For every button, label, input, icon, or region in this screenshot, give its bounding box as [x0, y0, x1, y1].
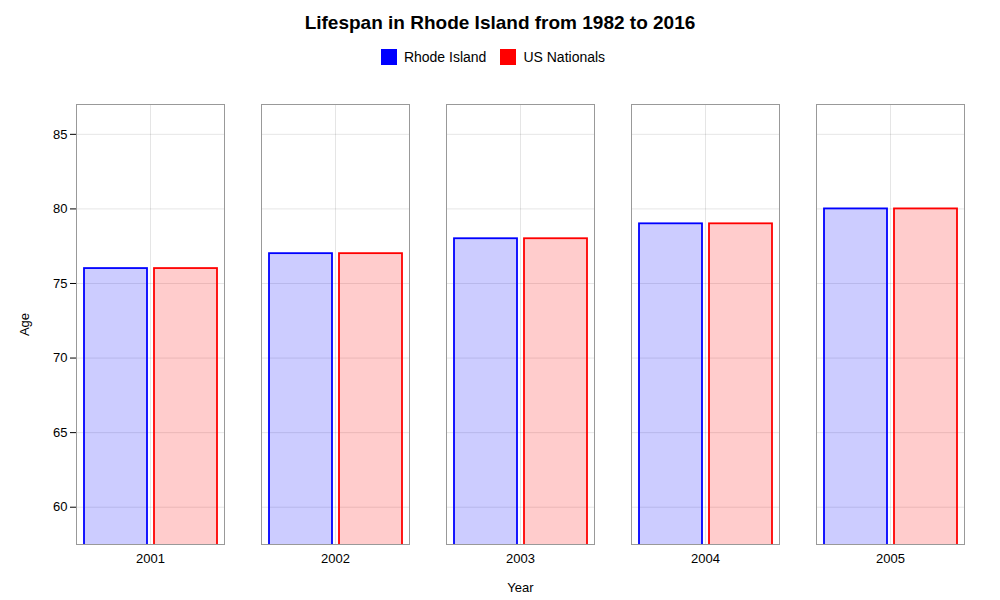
svg-text:Year: Year	[507, 580, 534, 595]
svg-text:80: 80	[53, 201, 67, 216]
svg-text:2004: 2004	[691, 551, 720, 566]
svg-text:60: 60	[53, 499, 67, 514]
html-text:Rhode Island: Rhode Island	[403, 48, 487, 65]
svg-text:Age: Age	[17, 313, 32, 336]
svg-text:2003: 2003	[506, 551, 535, 566]
svg-text:65: 65	[53, 425, 67, 440]
svg-text:85: 85	[53, 126, 67, 141]
svg-text:75: 75	[53, 276, 67, 291]
html-text:Lifespan in Rhode Island from: Lifespan in Rhode Island from 1982 to 20…	[304, 12, 696, 33]
svg-text:2005: 2005	[876, 551, 905, 566]
svg-text:2001: 2001	[136, 551, 165, 566]
svg-text:2002: 2002	[321, 551, 350, 566]
svg-text:70: 70	[53, 350, 67, 365]
html-text:US Nationals: US Nationals	[523, 48, 606, 65]
